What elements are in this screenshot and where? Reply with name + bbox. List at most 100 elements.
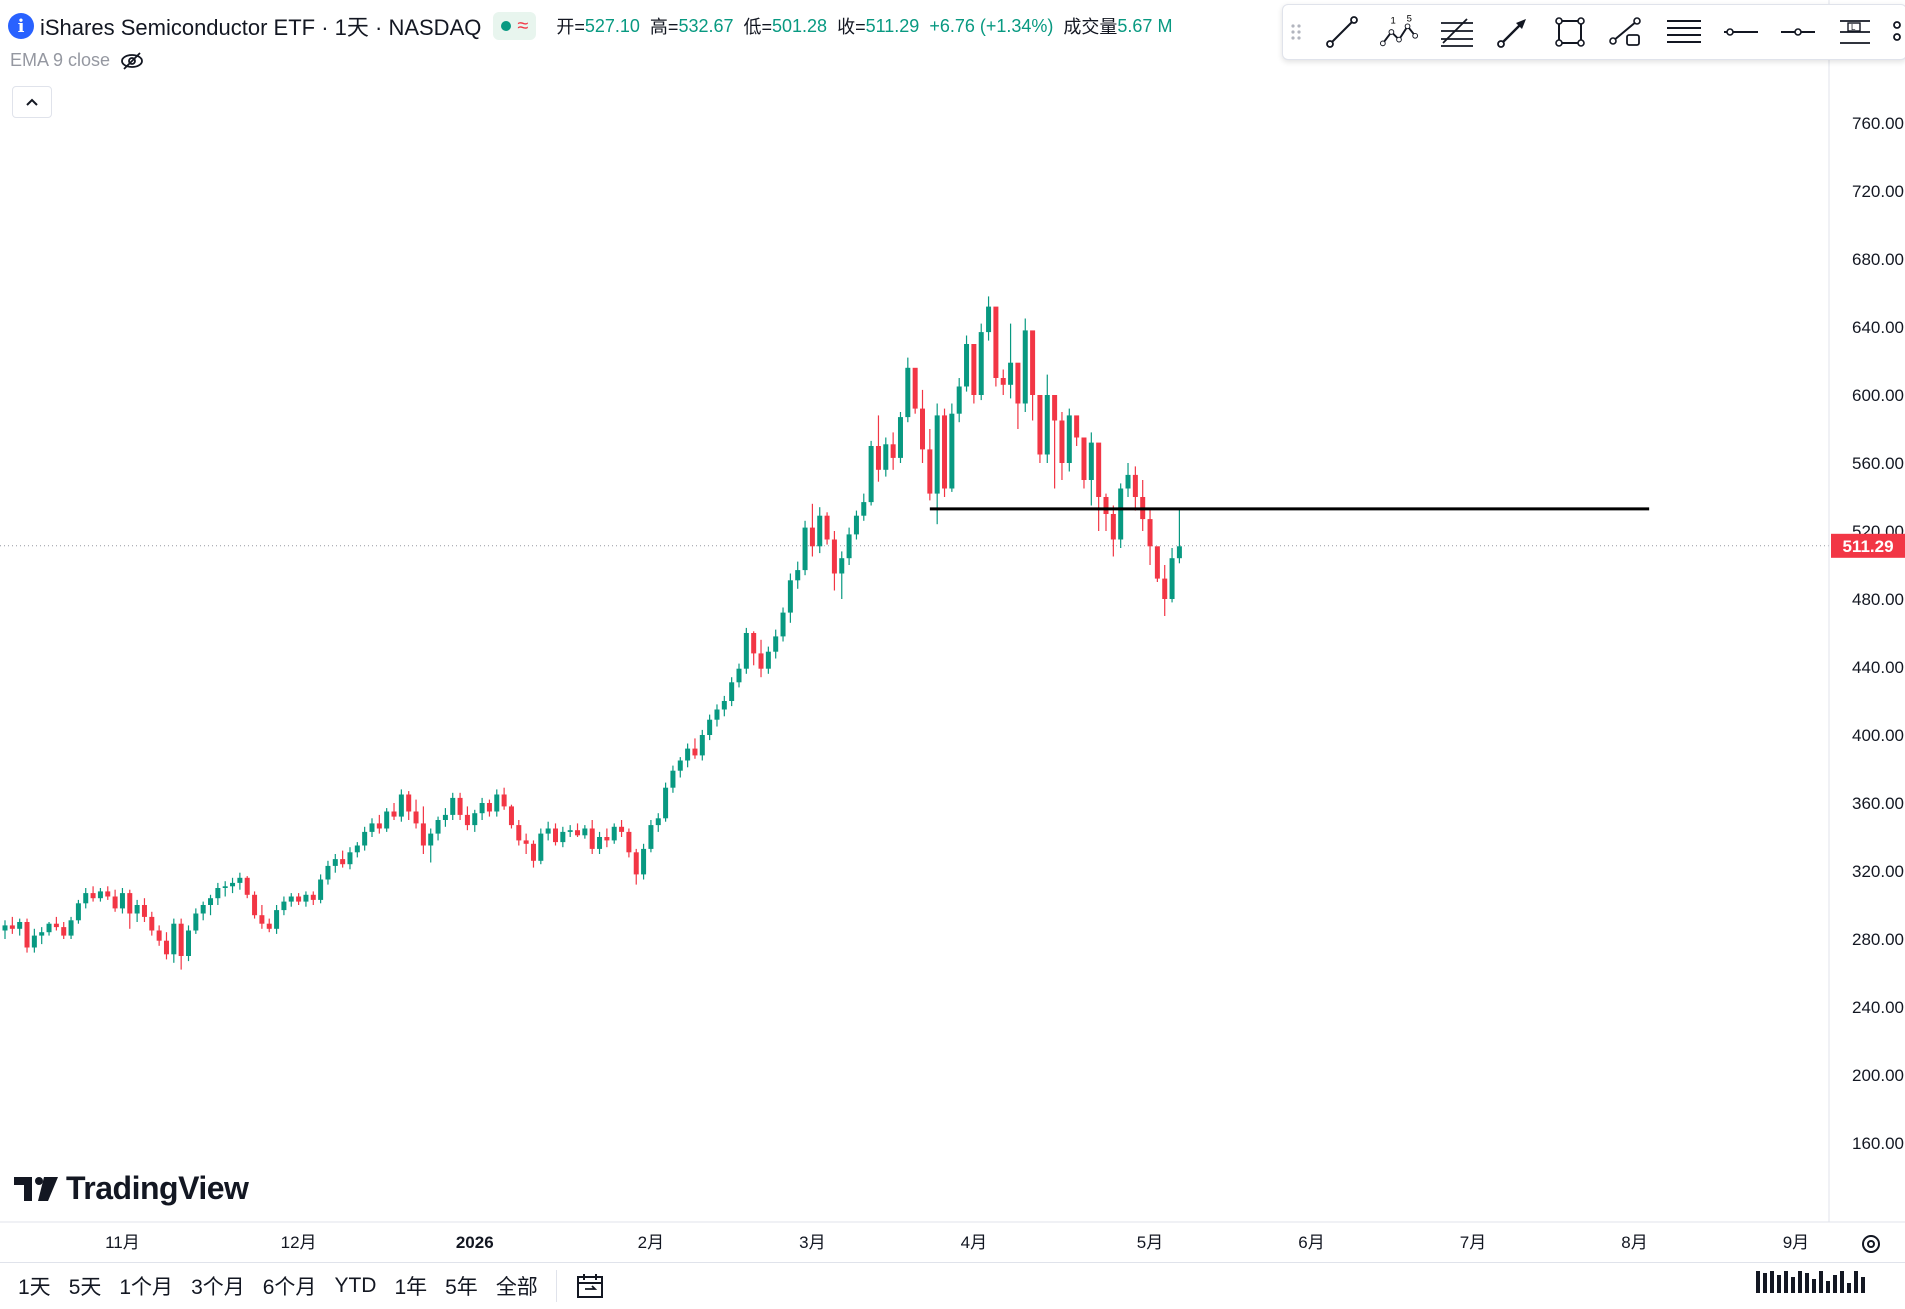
candle[interactable] <box>831 531 837 591</box>
candle[interactable] <box>266 918 272 933</box>
candle[interactable] <box>1176 508 1182 564</box>
candle[interactable] <box>303 891 309 907</box>
candle[interactable] <box>325 860 331 885</box>
candle[interactable] <box>310 891 316 905</box>
candle[interactable] <box>46 922 52 936</box>
candle[interactable] <box>332 854 338 873</box>
candle[interactable] <box>560 826 566 848</box>
candle[interactable] <box>861 493 867 521</box>
candle[interactable] <box>149 911 155 936</box>
candle[interactable] <box>178 918 184 970</box>
candle[interactable] <box>68 916 74 939</box>
candle[interactable] <box>773 629 779 659</box>
candle[interactable] <box>942 408 948 497</box>
candle[interactable] <box>450 792 456 820</box>
candle[interactable] <box>31 928 37 953</box>
candle[interactable] <box>677 757 683 778</box>
candle[interactable] <box>575 823 581 837</box>
candle[interactable] <box>589 820 595 854</box>
candle[interactable] <box>376 814 382 834</box>
timeframe-1m[interactable]: 1个月 <box>119 1276 174 1299</box>
candle[interactable] <box>1052 395 1058 489</box>
candle[interactable] <box>619 820 625 837</box>
horizontal-ray-icon[interactable] <box>1779 14 1817 50</box>
candle[interactable] <box>1096 442 1102 531</box>
candle[interactable] <box>729 677 735 707</box>
candle[interactable] <box>956 378 962 423</box>
candle[interactable] <box>897 412 903 463</box>
candle[interactable] <box>1132 466 1138 511</box>
timeframe-6m[interactable]: 6个月 <box>262 1276 317 1299</box>
candle[interactable] <box>1103 493 1109 531</box>
candle[interactable] <box>1154 546 1160 582</box>
candle[interactable] <box>868 440 874 506</box>
candle[interactable] <box>9 916 15 934</box>
timeframe-5d[interactable]: 5天 <box>68 1276 102 1299</box>
candle[interactable] <box>442 808 448 827</box>
gear-icon[interactable] <box>1862 1235 1880 1253</box>
candle[interactable] <box>163 932 169 960</box>
candle[interactable] <box>633 848 639 885</box>
candle[interactable] <box>538 828 544 865</box>
candle[interactable] <box>75 899 81 924</box>
candle[interactable] <box>927 429 933 501</box>
candle[interactable] <box>464 806 470 831</box>
candle[interactable] <box>200 901 206 921</box>
candle[interactable] <box>626 828 632 858</box>
candle[interactable] <box>692 738 698 759</box>
candle[interactable] <box>545 821 551 841</box>
candle[interactable] <box>817 507 823 554</box>
candle[interactable] <box>413 799 419 829</box>
candle[interactable] <box>751 631 757 666</box>
calendar-range-icon[interactable] <box>575 1272 605 1300</box>
candle[interactable] <box>964 335 970 392</box>
candle[interactable] <box>523 833 529 854</box>
candle[interactable] <box>758 639 764 678</box>
candle[interactable] <box>853 510 859 540</box>
candle[interactable] <box>420 806 426 854</box>
candle[interactable] <box>736 663 742 688</box>
candle[interactable] <box>795 561 801 589</box>
indicator-legend[interactable]: EMA 9 close <box>10 50 144 71</box>
candle[interactable] <box>1037 395 1043 463</box>
candle[interactable] <box>369 818 375 837</box>
candle[interactable] <box>127 889 133 929</box>
candle[interactable] <box>215 882 221 905</box>
candle[interactable] <box>978 323 984 401</box>
timeframe-5y[interactable]: 5年 <box>445 1276 478 1299</box>
candle[interactable] <box>597 831 603 854</box>
candle[interactable] <box>508 804 514 829</box>
candle[interactable] <box>479 797 485 820</box>
candle[interactable] <box>1110 505 1116 557</box>
candle[interactable] <box>472 809 478 832</box>
timeframe-3m[interactable]: 3个月 <box>191 1276 245 1299</box>
fib-retracement-icon[interactable] <box>1437 14 1475 50</box>
candle[interactable] <box>2 920 8 939</box>
market-status[interactable]: ≈ <box>493 12 537 40</box>
candle[interactable] <box>839 551 845 599</box>
candle[interactable] <box>398 789 404 822</box>
candle[interactable] <box>486 799 492 817</box>
candle[interactable] <box>516 820 522 846</box>
candle[interactable] <box>530 840 536 868</box>
candle[interactable] <box>296 893 302 905</box>
candle[interactable] <box>208 894 214 916</box>
candle[interactable] <box>670 765 676 793</box>
candle[interactable] <box>112 889 118 912</box>
eye-off-icon[interactable] <box>120 51 144 71</box>
price-axis[interactable]: 160.00 200.00 240.00 280.00 320.00 360.00 400.… <box>1852 114 1904 1153</box>
candle[interactable] <box>553 823 558 846</box>
candle[interactable] <box>1000 369 1006 396</box>
candle[interactable] <box>222 881 228 897</box>
candle[interactable] <box>119 888 125 914</box>
candle[interactable] <box>362 826 368 851</box>
candle[interactable] <box>347 847 353 870</box>
info-icon[interactable]: i <box>8 13 34 39</box>
candle[interactable] <box>809 503 815 557</box>
collapse-legend-button[interactable] <box>12 86 52 118</box>
candle[interactable] <box>787 573 793 623</box>
candle[interactable] <box>244 876 250 899</box>
candle[interactable] <box>61 922 67 939</box>
candle[interactable] <box>641 843 647 880</box>
arrow-icon[interactable] <box>1494 14 1532 50</box>
